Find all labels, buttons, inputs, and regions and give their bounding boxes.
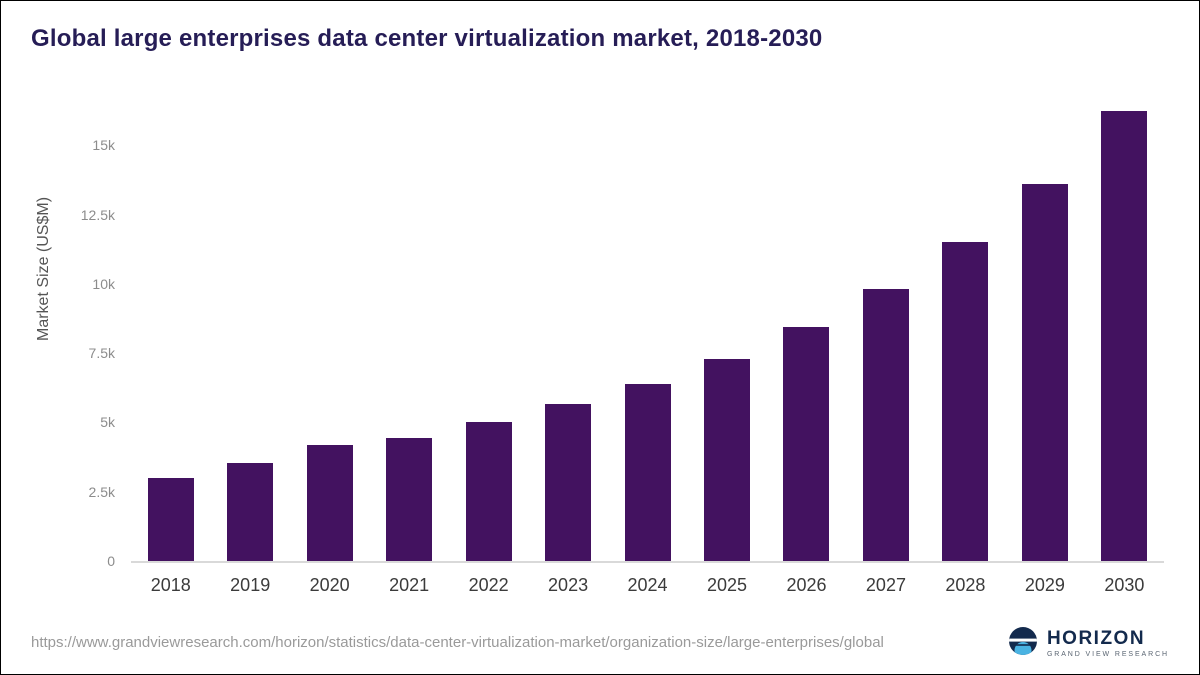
bar-column — [449, 101, 528, 561]
bar — [1101, 110, 1148, 561]
y-tick-label: 10k — [92, 275, 115, 292]
bar — [862, 289, 909, 561]
plot-area: 0 2.5k 5k 7.5k 10k 12.5k 15k — [81, 101, 1164, 569]
bar — [783, 326, 830, 561]
y-axis-title: Market Size (US$M) — [35, 196, 52, 341]
y-tick-label: 0 — [107, 553, 115, 569]
x-tick-label: 2024 — [627, 575, 668, 595]
x-tick-label: 2021 — [389, 575, 430, 595]
bar — [624, 383, 671, 561]
bar — [942, 242, 989, 561]
x-tick-label: 2018 — [150, 575, 191, 595]
y-tick-label: 2.5k — [88, 483, 115, 500]
horizon-logo-icon — [1008, 626, 1038, 661]
bar — [227, 462, 274, 561]
x-axis-labels: 2018 2019 2020 2021 2022 2023 2024 2025 2026 2027… — [131, 575, 1164, 596]
bar — [545, 404, 592, 561]
bars-container — [131, 101, 1164, 561]
bar-column — [210, 101, 289, 561]
brand-logo: HORIZON GRAND VIEW RESEARCH — [1008, 626, 1169, 661]
x-tick-label: 2029 — [1024, 575, 1065, 595]
x-tick-label: 2023 — [548, 575, 589, 595]
x-tick-label: 2028 — [945, 575, 986, 595]
bar — [465, 422, 512, 561]
bar-column — [767, 101, 846, 561]
x-tick-label: 2025 — [706, 575, 748, 595]
y-axis-ticks: 0 2.5k 5k 7.5k 10k 12.5k 15k — [81, 101, 1164, 569]
footer: https://www.grandviewresearch.com/horizo… — [1, 612, 1199, 674]
y-tick-label: 15k — [92, 137, 115, 154]
x-tick-label: 2030 — [1104, 575, 1145, 595]
bar-column — [1005, 101, 1084, 561]
logo-text: HORIZON GRAND VIEW RESEARCH — [1047, 629, 1169, 658]
bar-chart: 0 2.5k 5k 7.5k 10k 12.5k 15k 2018 2019 2020 2021 2… — [81, 101, 1164, 596]
page-title: Global large enterprises data center vir… — [31, 25, 823, 52]
bar — [147, 477, 194, 561]
bar — [386, 437, 433, 561]
x-tick-label: 2026 — [786, 575, 827, 595]
bar-column — [687, 101, 766, 561]
bar-column — [131, 101, 210, 561]
logo-subtitle: GRAND VIEW RESEARCH — [1046, 650, 1169, 658]
bar — [704, 358, 751, 561]
bar-column — [1085, 101, 1164, 561]
source-url: https://www.grandviewresearch.com/horizo… — [31, 634, 884, 652]
bar-column — [528, 101, 607, 561]
x-tick-label: 2027 — [865, 575, 906, 595]
y-tick-label: 5k — [100, 414, 115, 431]
bar-column — [926, 101, 1005, 561]
bar-column — [369, 101, 448, 561]
logo-name: HORIZON — [1046, 627, 1146, 649]
x-tick-label: 2020 — [309, 575, 350, 595]
bar — [1021, 184, 1068, 561]
bar — [306, 444, 353, 561]
x-tick-label: 2019 — [230, 575, 271, 595]
bar-column — [608, 101, 687, 561]
bar-column — [290, 101, 369, 561]
x-tick-label: 2022 — [468, 575, 509, 595]
bar-column — [846, 101, 925, 561]
y-tick-label: 7.5k — [88, 345, 115, 362]
y-tick-label: 12.5k — [80, 206, 115, 223]
